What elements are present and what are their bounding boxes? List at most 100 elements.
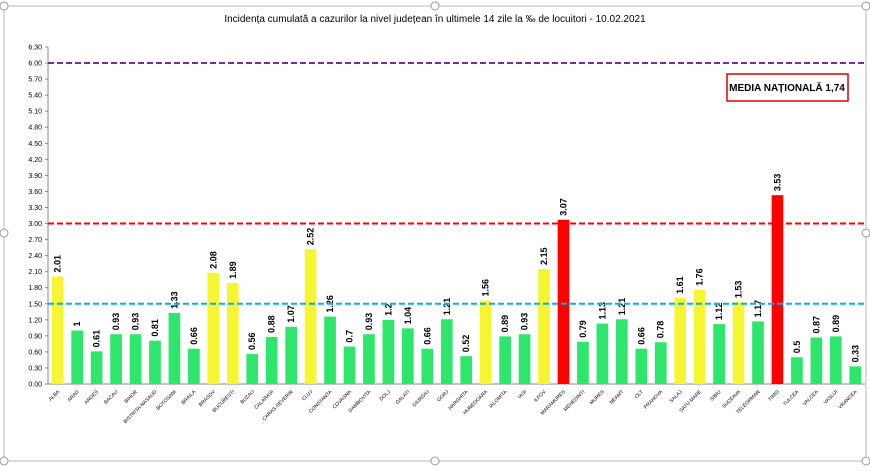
x-tick-label: VALCEA xyxy=(802,389,820,407)
value-label: 0.79 xyxy=(578,320,588,338)
annotation: MEDIA NAȚIONALĂ 1,74 xyxy=(729,81,845,94)
bar xyxy=(460,356,473,384)
x-tick-label: ALBA xyxy=(48,389,62,403)
value-label: 1.21 xyxy=(617,298,627,316)
y-tick-label: 4.50 xyxy=(28,141,42,148)
value-label: 2.15 xyxy=(539,247,549,265)
bar xyxy=(188,348,200,384)
bar xyxy=(343,346,356,384)
value-label: 1.53 xyxy=(734,281,744,299)
value-label: 0.88 xyxy=(267,315,277,333)
value-label: 0.93 xyxy=(364,313,374,331)
value-label: 0.7 xyxy=(345,330,355,343)
x-tick-label: BUZAU xyxy=(239,389,256,406)
value-label: 0.89 xyxy=(831,315,841,333)
y-tick-label: 3.60 xyxy=(28,189,42,196)
value-label: 1.89 xyxy=(228,261,238,279)
value-label: 1.12 xyxy=(714,303,724,321)
bar xyxy=(499,336,511,384)
bar xyxy=(635,348,648,384)
bar xyxy=(752,321,764,384)
value-label: 3.07 xyxy=(558,198,568,216)
value-label: 0.93 xyxy=(111,313,121,331)
x-tick-label: SIBIU xyxy=(709,389,723,403)
bar xyxy=(654,342,667,384)
bar xyxy=(402,328,414,384)
x-tick-label: BOTOSANI xyxy=(155,389,177,411)
bar xyxy=(226,282,239,384)
y-tick-label: 2.10 xyxy=(28,269,42,276)
x-tick-label: BIHOR xyxy=(124,389,140,405)
y-tick-label: 6.00 xyxy=(28,61,42,68)
value-label: 3.53 xyxy=(772,174,782,192)
bar xyxy=(304,249,317,384)
y-tick-label: 1.80 xyxy=(28,285,42,292)
bar xyxy=(265,336,278,384)
bar xyxy=(538,268,550,384)
bar xyxy=(129,334,142,384)
bar xyxy=(557,219,570,384)
bar xyxy=(71,330,84,384)
value-label: 0.56 xyxy=(247,333,257,351)
value-label: 0.93 xyxy=(520,313,530,331)
value-label: 0.66 xyxy=(636,327,646,345)
x-tick-label: CLUJ xyxy=(301,389,314,402)
x-tick-label: OLT xyxy=(634,389,645,400)
x-tick-label: ARAD xyxy=(67,389,81,403)
x-tick-label: BRAILA xyxy=(180,389,197,406)
value-label: 1.61 xyxy=(675,276,685,294)
bar xyxy=(149,340,161,384)
value-label: 0.93 xyxy=(131,313,141,331)
bar xyxy=(246,354,259,384)
value-label: 1.21 xyxy=(442,298,452,316)
bar xyxy=(577,341,589,384)
bar xyxy=(363,334,375,384)
value-label: 0.66 xyxy=(189,327,199,345)
x-tick-label: NEAMT xyxy=(609,389,626,406)
bar xyxy=(791,357,803,384)
bar xyxy=(90,351,103,384)
bar xyxy=(168,312,181,384)
value-label: 2.01 xyxy=(53,255,63,273)
bar xyxy=(518,334,531,384)
x-tick-label: VRANCEA xyxy=(837,389,859,411)
bar xyxy=(324,316,336,384)
bar xyxy=(810,337,823,384)
bar xyxy=(51,276,64,384)
annotation-box xyxy=(726,73,849,102)
x-tick-label: ILFOV xyxy=(533,389,548,404)
y-tick-label: 4.20 xyxy=(28,157,42,164)
bar xyxy=(771,195,784,384)
bar xyxy=(616,319,628,384)
x-tick-label: GIURGIU xyxy=(411,389,431,409)
value-label: 1.17 xyxy=(753,300,763,318)
x-tick-label: BISTRITA-NASAUD xyxy=(123,389,159,425)
value-label: 0.33 xyxy=(850,345,860,363)
bar xyxy=(674,297,687,384)
y-tick-label: 0.00 xyxy=(28,382,42,389)
y-tick-label: 5.10 xyxy=(28,109,42,116)
value-label: 0.66 xyxy=(422,327,432,345)
y-tick-label: 3.30 xyxy=(28,205,42,212)
x-tick-label: BRASOV xyxy=(198,389,217,408)
value-label: 0.81 xyxy=(150,319,160,337)
value-label: 0.5 xyxy=(792,341,802,354)
y-tick-label: 0.30 xyxy=(28,365,42,372)
x-tick-label: VASLUI xyxy=(823,389,840,406)
y-tick-label: 2.40 xyxy=(28,253,42,260)
bar xyxy=(440,319,453,384)
y-tick-label: 1.50 xyxy=(28,301,42,308)
x-tick-label: DOLJ xyxy=(379,389,393,403)
value-label: 0.78 xyxy=(656,321,666,339)
x-tick-label: TULCEA xyxy=(782,389,801,408)
x-tick-label: SALAJ xyxy=(669,389,684,404)
x-tick-label: GALATI xyxy=(395,389,412,406)
value-label: 1.13 xyxy=(597,302,607,320)
x-tick-label: ARGES xyxy=(83,389,100,406)
y-tick-label: 5.40 xyxy=(28,93,42,100)
y-tick-label: 0.60 xyxy=(28,349,42,356)
x-tick-label: PRAHOVA xyxy=(643,389,665,411)
value-label: 1 xyxy=(72,321,82,326)
value-label: 1.07 xyxy=(286,305,296,323)
